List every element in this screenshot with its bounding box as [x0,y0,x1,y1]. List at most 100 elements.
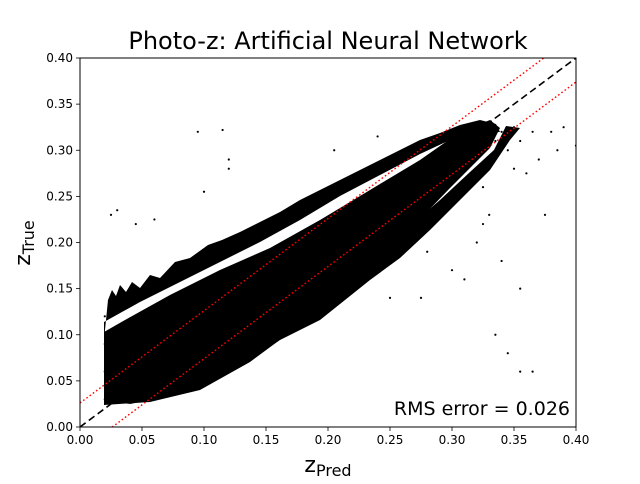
data-point [283,259,286,263]
x-axis-label-sub: Pred [316,461,352,480]
data-point [506,352,509,355]
rms-annotation: RMS error = 0.026 [394,398,570,420]
data-point [488,135,491,138]
data-point [401,209,404,212]
data-point [295,250,299,253]
data-point [227,342,230,346]
data-point [419,296,423,299]
data-point [376,209,379,212]
data-point [184,342,187,346]
y-tick-label: 0.30 [46,143,73,157]
data-point [289,296,292,299]
data-point [109,347,113,350]
data-point [339,236,342,239]
data-point [308,241,311,244]
data-point [333,227,336,230]
data-point [271,264,274,267]
data-point [488,213,491,216]
x-tick-label: 0.05 [129,433,156,447]
data-point [116,365,119,369]
data-point [215,315,218,318]
x-tick-label: 0.25 [377,433,404,447]
data-point [333,149,336,152]
data-point [543,213,547,216]
data-point [525,172,528,175]
x-axis-label: zPred [304,453,351,480]
data-point [382,195,385,198]
data-point [103,342,106,346]
data-point [128,379,131,382]
data-point [519,287,522,290]
data-point [426,172,429,175]
data-point [481,186,485,189]
y-tick-label: 0.15 [46,282,73,296]
data-point [357,213,361,216]
y-tick-label: 0.05 [46,374,73,388]
data-point [401,190,404,193]
data-point [457,144,460,147]
data-point [519,139,522,143]
data-point [320,236,323,239]
data-point [147,361,150,364]
data-point [314,255,317,258]
data-point [500,130,503,133]
data-point [531,370,534,373]
data-point [147,315,150,318]
data-point [227,167,230,170]
data-point [388,296,392,299]
data-point [190,356,193,359]
data-point [122,389,125,392]
data-point [196,315,199,318]
data-point [171,370,175,373]
annotation-background [358,392,576,426]
data-point [227,158,230,161]
data-point [258,278,261,281]
y-tick-label: 0.25 [46,189,73,203]
data-point [562,126,565,129]
scatter-points [103,126,576,401]
data-point [531,130,534,133]
data-point [165,347,168,350]
data-point [326,287,330,290]
data-point [240,269,243,272]
data-point [370,204,373,207]
data-point [494,333,497,336]
y-axis-label-main: z [11,254,36,266]
x-tick-label: 0.00 [67,433,94,447]
data-point [252,292,255,295]
data-point [134,324,137,327]
data-point [165,305,168,309]
data-point [376,227,379,230]
y-tick-label: 0.00 [46,420,73,434]
data-point [116,333,119,336]
data-point [190,324,193,327]
data-point [481,222,485,226]
data-point [475,153,478,156]
y-axis: 0.00 0.05 0.10 0.15 0.20 0.25 0.30 0.35 0.40 [46,51,80,434]
data-point [475,241,478,244]
data-point [388,199,392,203]
data-point [106,356,109,359]
data-point [153,218,156,221]
data-point [506,149,509,152]
x-axis: 0.00 0.05 0.10 0.15 0.20 0.25 0.30 0.35 0.40 [67,427,589,447]
data-point [122,352,125,355]
data-point [109,213,113,216]
data-point [215,278,218,281]
data-point [103,315,106,318]
data-point [209,352,212,355]
x-tick-label: 0.10 [191,433,218,447]
data-point [426,250,429,253]
data-point [277,305,280,309]
chart-title: Photo-z: Artificial Neural Network [128,27,527,55]
data-point [556,149,559,152]
data-point [395,186,398,189]
density-band [104,120,520,405]
data-point [227,305,230,309]
data-point [109,393,113,396]
y-axis-label: zTrue [11,220,38,266]
data-point [202,287,206,290]
upper-bound-line [80,58,545,404]
data-point [196,130,199,133]
